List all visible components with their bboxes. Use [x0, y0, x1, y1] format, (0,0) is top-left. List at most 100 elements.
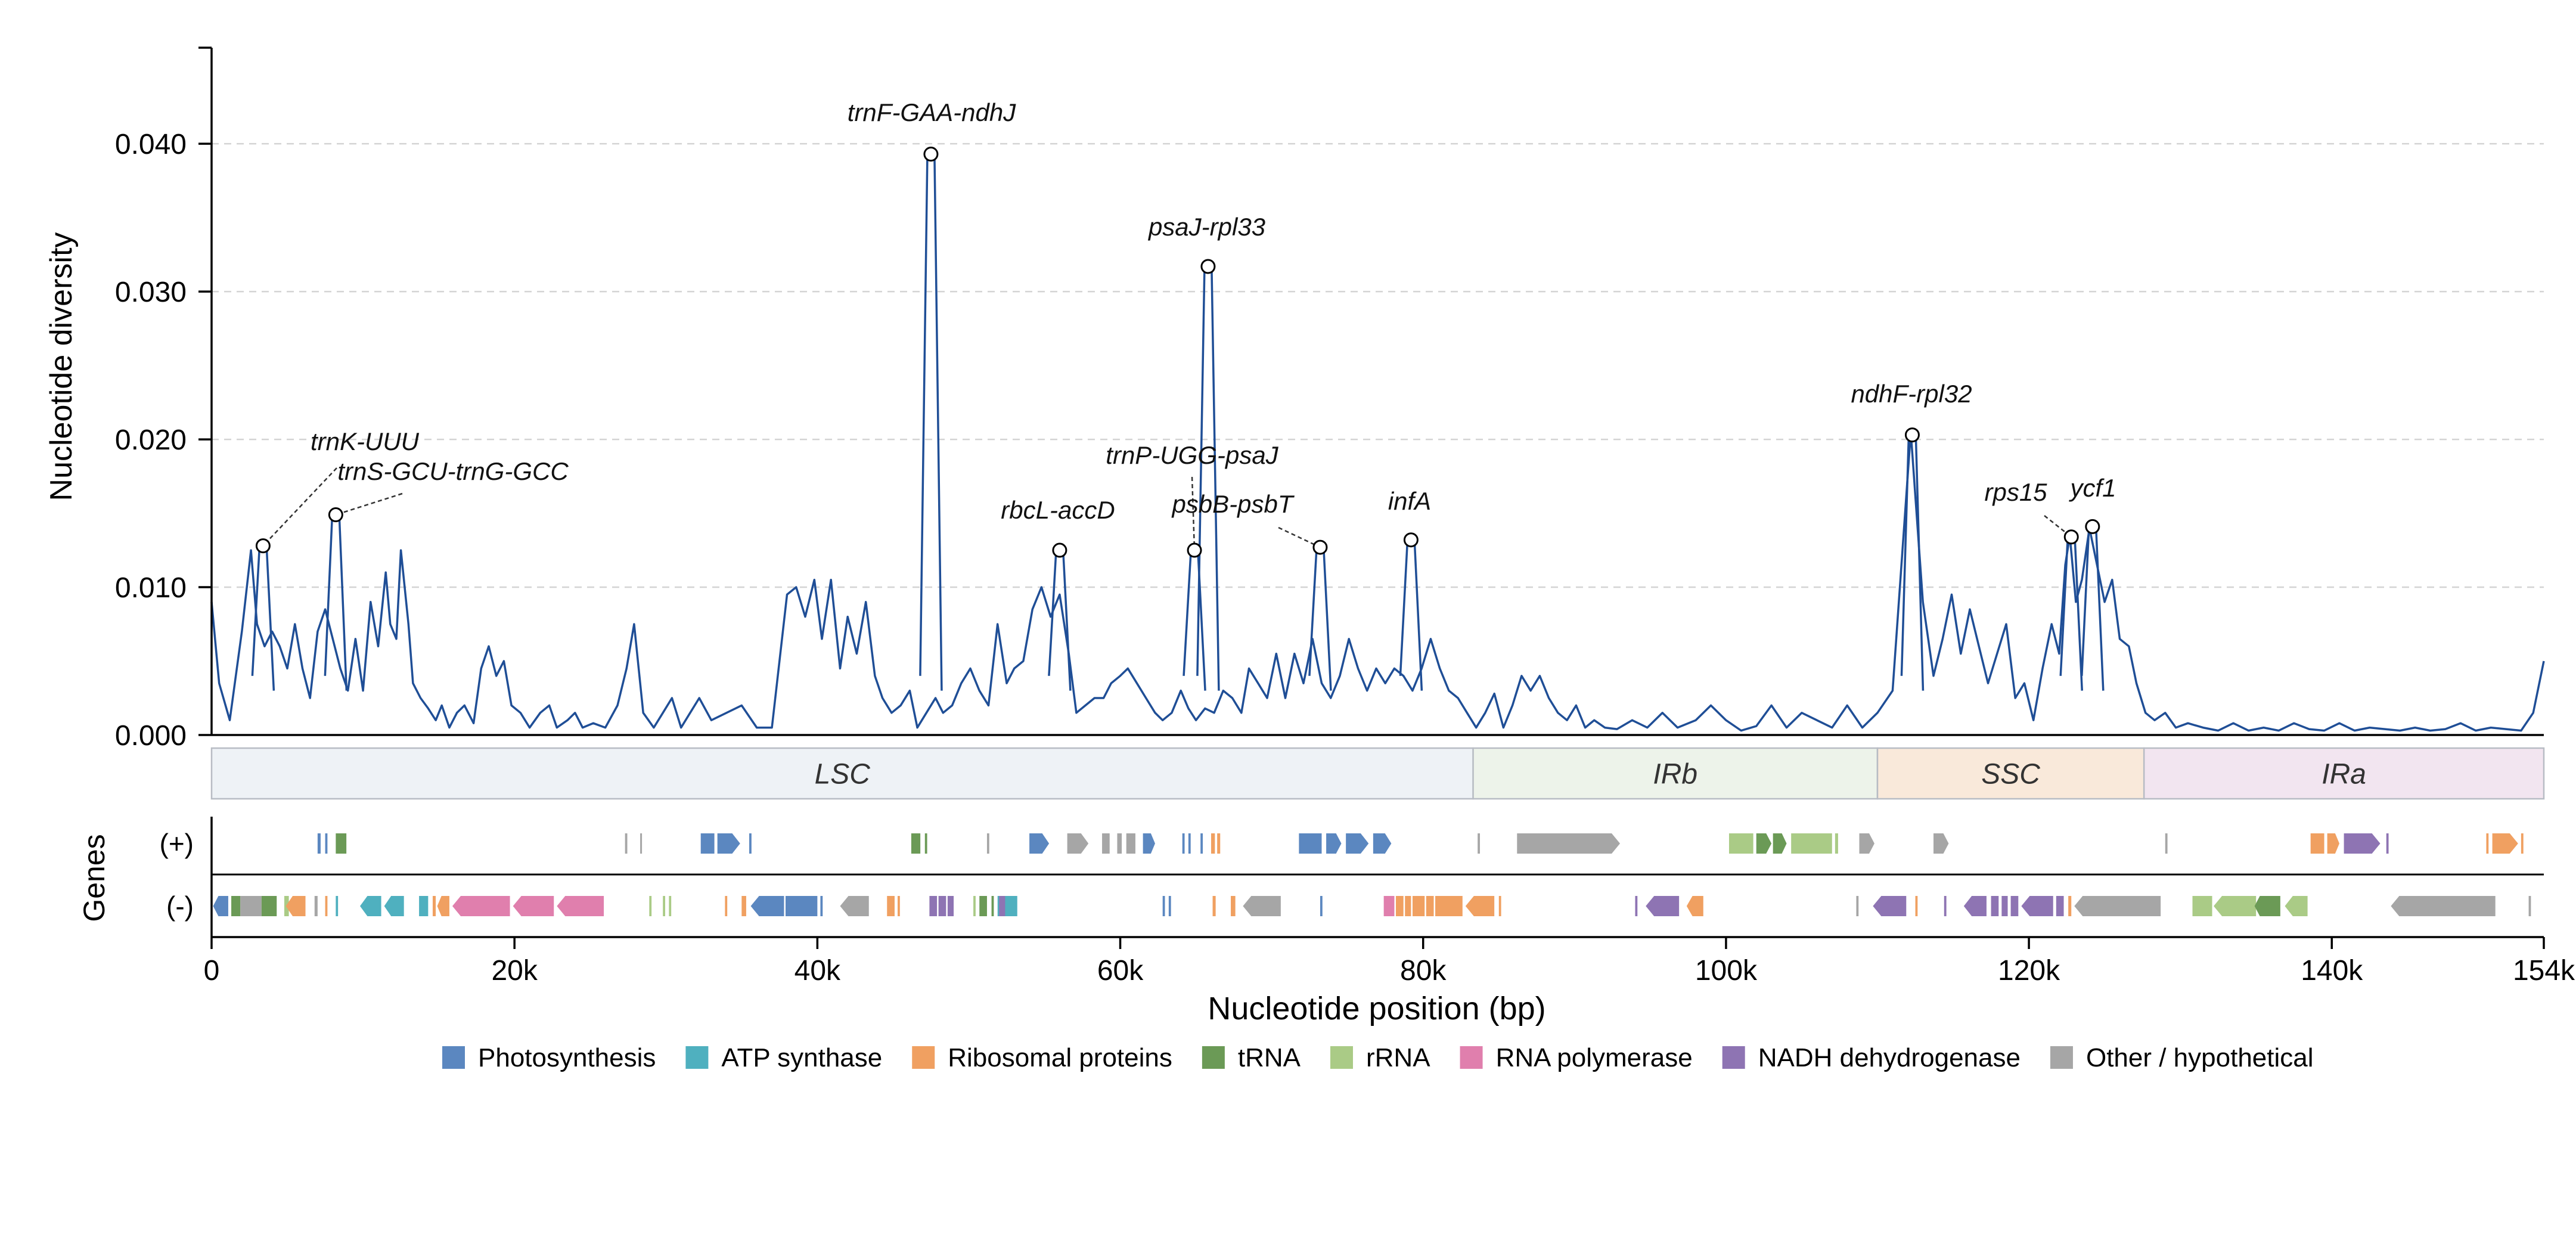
gene-block [325, 896, 328, 916]
peak-marker [1187, 542, 1202, 558]
gene-block [625, 833, 628, 854]
legend-swatch [685, 1046, 709, 1069]
gene-block [1635, 896, 1638, 916]
peak-marker [1052, 542, 1067, 558]
gene-block [649, 896, 652, 916]
gene-block [986, 833, 989, 854]
gene-block [314, 896, 318, 916]
gene-block [2074, 896, 2161, 916]
gene-block [840, 896, 869, 916]
gene-block [1211, 833, 1215, 854]
gene-block [2492, 833, 2518, 854]
gene-block [2010, 896, 2019, 916]
gene-block [979, 896, 987, 916]
peak-marker [2085, 519, 2100, 534]
annotation-label: rps15 [1984, 478, 2047, 506]
peak-spike [1399, 538, 1423, 691]
gene-block [1873, 896, 1907, 916]
gene-block [786, 896, 818, 916]
peak-spike [251, 544, 275, 691]
gene-block [1963, 896, 1987, 916]
legend-label: RNA polymerase [1496, 1043, 1693, 1072]
peak-marker [255, 538, 271, 554]
gene-block [750, 896, 784, 916]
gene-block [2327, 833, 2339, 854]
gene-block [1395, 896, 1404, 916]
gene-block [513, 896, 554, 916]
genes-track-label: Genes [77, 834, 111, 922]
y-tick-label: 0.030 [115, 277, 187, 308]
x-tick-label: 100k [1695, 955, 1758, 987]
gene-block [924, 833, 927, 854]
gene-block [1212, 896, 1216, 916]
y-tick-label: 0.020 [115, 424, 187, 456]
gene-block [2001, 896, 2008, 916]
annotation-label: infA [1388, 487, 1431, 515]
gene-block [2486, 833, 2489, 854]
peak-marker [1904, 427, 1920, 443]
region-label: LSC [815, 759, 871, 790]
gene-block [991, 896, 994, 916]
x-tick-label: 60k [1097, 955, 1144, 987]
gene-block [261, 896, 277, 916]
gene-block [820, 896, 823, 916]
annotation-label: trnP-UGG-psaJ [1106, 441, 1278, 469]
gene-block [749, 833, 752, 854]
diversity-line [210, 430, 2545, 732]
gene-block [317, 833, 321, 854]
gene-block [2521, 833, 2524, 854]
peak-spike [1196, 265, 1220, 691]
gene-block [1231, 896, 1236, 916]
x-tick-label: 154k [2513, 955, 2575, 987]
gene-block [2165, 833, 2168, 854]
gene-block [1217, 833, 1221, 854]
annotation-leader [262, 467, 337, 547]
peak-spike [1900, 433, 1925, 691]
gene-block [938, 896, 946, 916]
x-tick-label: 140k [2301, 955, 2363, 987]
gene-block [2021, 896, 2053, 916]
gene-block [1126, 833, 1135, 854]
gene-block [437, 896, 449, 916]
gene-block [557, 896, 604, 916]
gene-tracks [213, 833, 2531, 916]
annotation-label: psbB-psbT [1171, 490, 1295, 518]
legend-swatch [1330, 1046, 1353, 1069]
gene-block [2214, 896, 2257, 916]
legend-swatch [1202, 1046, 1225, 1069]
gene-block [700, 833, 715, 854]
gene-block [2391, 896, 2496, 916]
axes: 0.000 0.010 0.020 0.030 0.040 0 20k 40k 60k 80k 10… [115, 46, 2575, 987]
legend-label: Ribosomal proteins [948, 1043, 1172, 1072]
strand-label-minus: (-) [166, 891, 194, 922]
gene-block [1859, 833, 1874, 854]
genome-regions: LSC IRb SSC IRa [210, 747, 2545, 800]
annotation-label: psaJ-rpl33 [1147, 213, 1265, 241]
gene-block [1405, 896, 1411, 916]
legend-label: Photosynthesis [478, 1043, 656, 1072]
gene-block [1517, 833, 1621, 854]
legend-label: ATP synthase [721, 1043, 882, 1072]
legend-label: Other / hypothetical [2086, 1043, 2314, 1072]
gene-block [2268, 896, 2280, 916]
gene-block [898, 896, 900, 916]
gene-block [640, 833, 643, 854]
x-tick-label: 20k [491, 955, 538, 987]
gene-block [911, 833, 921, 854]
x-tick-label: 120k [1998, 955, 2060, 987]
legend: Photosynthesis ATP synthase Ribosomal prot… [442, 1043, 2314, 1072]
gene-block [213, 896, 228, 916]
y-tick-label: 0.000 [115, 720, 187, 752]
annotation-label: trnK-UUU [311, 427, 420, 455]
gene-block [285, 896, 306, 916]
legend-label: NADH dehydrogenase [1758, 1043, 2021, 1072]
gene-block [1143, 833, 1155, 854]
gene-block [240, 896, 262, 916]
gene-block [1435, 896, 1463, 916]
gene-block [725, 896, 728, 916]
gene-block [1756, 833, 1772, 854]
gene-block [929, 896, 938, 916]
gene-block [999, 896, 1005, 916]
